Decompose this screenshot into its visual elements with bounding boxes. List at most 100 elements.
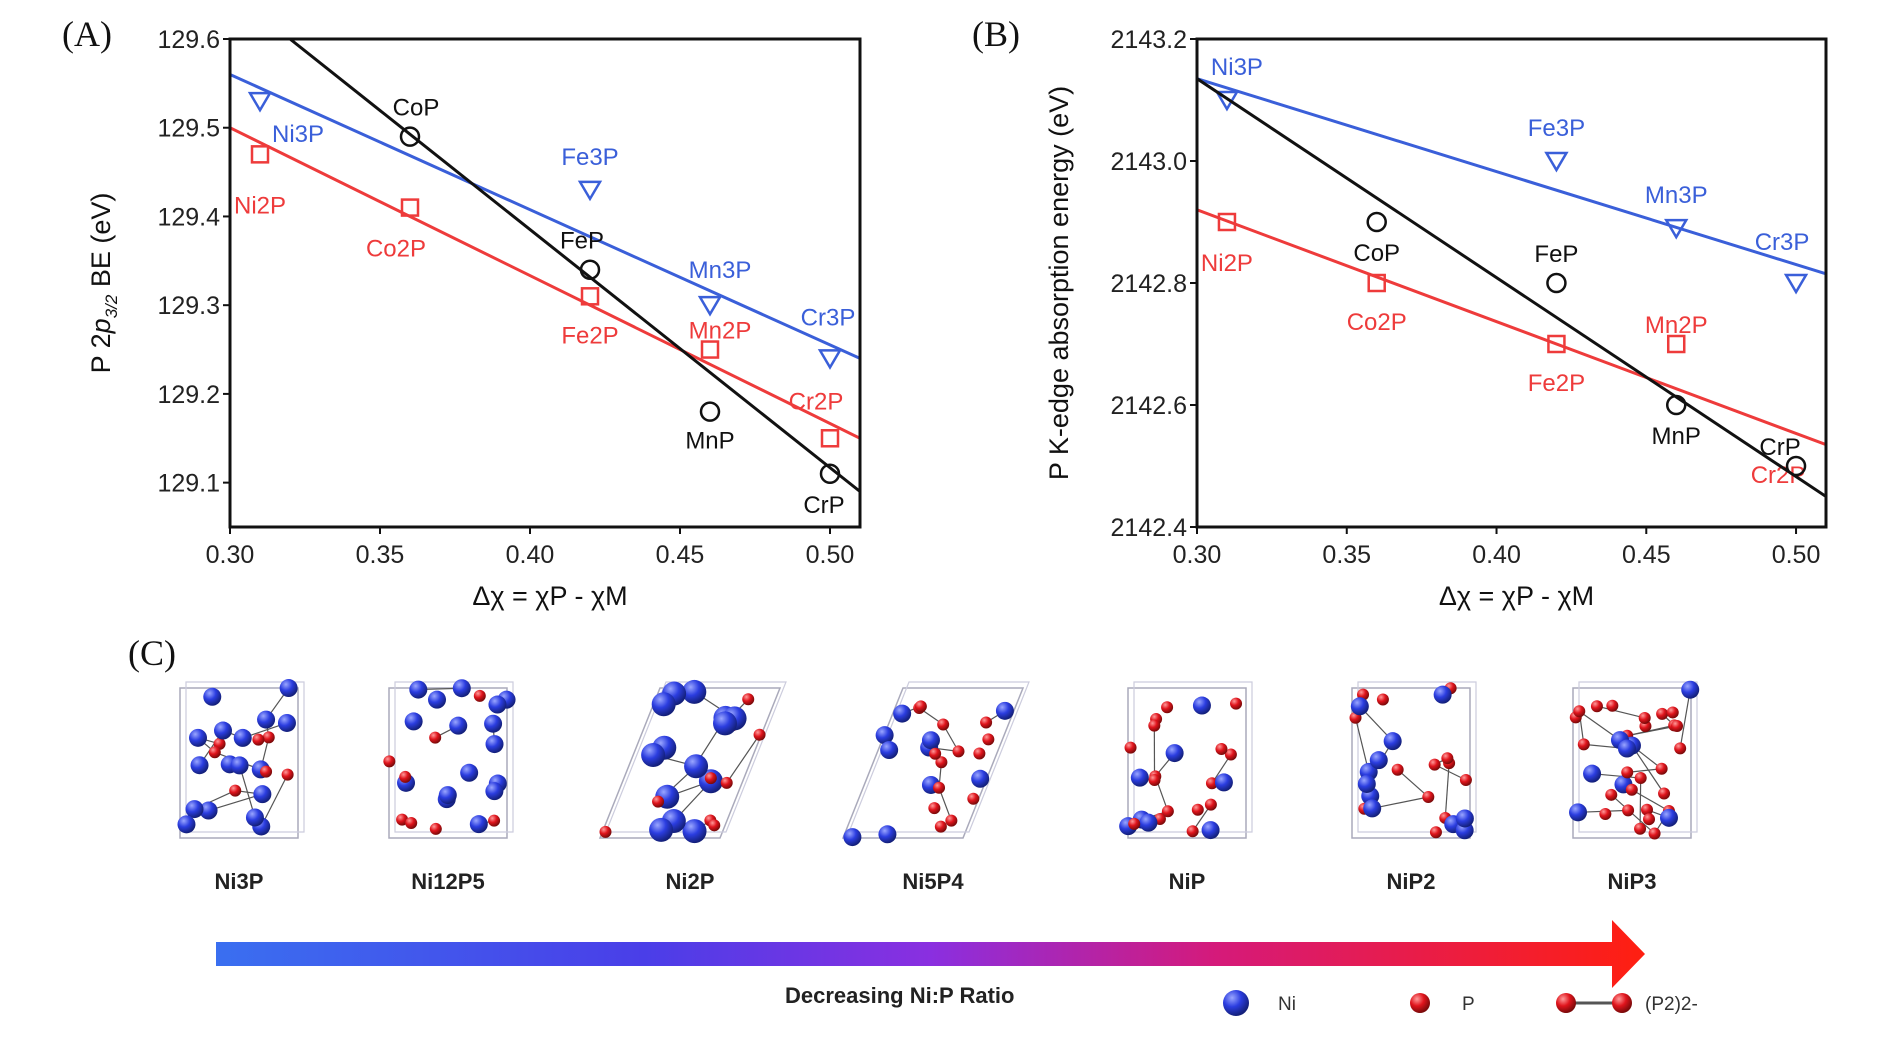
p-atom (1428, 758, 1441, 771)
structure-label-NiP: NiP (1169, 869, 1206, 894)
p-atom (720, 776, 733, 789)
p-atom (405, 817, 418, 830)
p-atom (928, 802, 941, 815)
data-point-Co2P (400, 198, 420, 217)
fit-line-M3P (230, 73, 860, 360)
p-atom (1148, 719, 1161, 732)
p-atom (1422, 790, 1435, 803)
p-atom (1230, 697, 1243, 710)
ratio-arrow (216, 920, 1645, 988)
point-label-Ni3P: Ni3P (272, 121, 324, 148)
x-tick-label: 0.40 (1472, 541, 1521, 569)
p-atom (1671, 719, 1684, 732)
p-atom (1641, 803, 1654, 816)
p-atom (1376, 693, 1389, 706)
point-label-Fe3P: Fe3P (1528, 115, 1585, 142)
p-atom (1204, 798, 1217, 811)
ni-atom (875, 726, 894, 745)
ni-atom (485, 735, 504, 754)
p-atom (1161, 805, 1174, 818)
point-label-Co2P: Co2P (1347, 309, 1407, 336)
y-label-part: P K-edge absorption energy (eV) (1044, 86, 1074, 480)
p-atom (1124, 741, 1137, 754)
crystal-structure-NiP3 (1569, 680, 1700, 840)
ni-atom (449, 716, 468, 735)
legend-p2-dimer-label: (P2)2- (1645, 994, 1698, 1015)
p-atom (1441, 752, 1454, 765)
ni-atom (1681, 680, 1700, 699)
p-atom (1625, 783, 1638, 796)
p-atom (1638, 711, 1651, 724)
ni-atom (484, 714, 503, 733)
ni-atom (428, 690, 447, 709)
ni-atom (1192, 696, 1211, 715)
data-point-Fe3P (577, 180, 603, 202)
p-atom (1656, 707, 1669, 720)
y-label-part: p (86, 318, 116, 334)
ni-atom (190, 756, 209, 775)
fit-line-M2P (230, 126, 860, 440)
legend-p-label: P (1462, 994, 1475, 1015)
ni-atom (921, 731, 940, 750)
chart-b-kedge-vs-electronegativity: (B) 0.30 0.35 0.40 0.45 0.50 2142.4 2142.6 2142.… (972, 14, 1828, 611)
data-point-Co2P (1367, 273, 1386, 293)
fit-line-MP (289, 39, 860, 493)
crystal-structure-Ni12P5 (383, 679, 516, 839)
data-point-MnP (1665, 394, 1687, 416)
ni-atom (409, 680, 428, 699)
point-label-Cr2P: Cr2P (789, 388, 844, 415)
ni-atom (488, 695, 507, 714)
y-label-part: P 2 (86, 333, 116, 373)
p-atom (599, 825, 612, 838)
panel-label: (A) (62, 14, 112, 54)
p-atom (708, 819, 721, 832)
p-atom (1590, 700, 1603, 713)
point-label-FeP: FeP (560, 228, 604, 255)
x-axis-label: Δχ = χP - χM (472, 581, 627, 611)
data-point-Cr3P (817, 349, 843, 370)
y-tick-label: 129.1 (157, 470, 220, 498)
point-label-CrP: CrP (1759, 434, 1800, 461)
fit-line-M2P (1197, 208, 1826, 447)
p-atom (1191, 803, 1204, 816)
ni-atom (971, 769, 990, 788)
point-label-Mn2P: Mn2P (689, 318, 752, 345)
ni-atom (1617, 739, 1636, 758)
p-atom (704, 772, 717, 785)
p-atom (208, 746, 221, 759)
ni-atom (713, 711, 738, 736)
ni-atom (1569, 803, 1588, 822)
p-atom (1622, 804, 1635, 817)
p-atom (967, 792, 980, 805)
p-atom (262, 731, 275, 744)
ni-atom (460, 763, 479, 782)
p-atom (1674, 742, 1687, 755)
crystal-structure-Ni3P (177, 679, 305, 839)
data-point-FeP (1546, 272, 1567, 294)
ni-atom (1383, 732, 1402, 751)
y-tick-label: 2143.0 (1111, 148, 1187, 176)
y-label-part: 3/2 (102, 294, 121, 318)
p-atom (1634, 772, 1647, 785)
ni-atom (404, 712, 423, 731)
y-axis-label: P 2p3/2 BE (eV) (86, 193, 121, 374)
ni-atom (1201, 821, 1220, 840)
p-atom (937, 718, 950, 731)
ni-atom (651, 692, 676, 717)
point-label-MnP: MnP (1652, 423, 1701, 450)
x-tick-label: 0.35 (1322, 541, 1371, 569)
ni-atom (880, 741, 899, 760)
panel-label: (B) (972, 14, 1020, 54)
x-tick-label: 0.35 (356, 541, 405, 569)
x-tick-label: 0.40 (506, 541, 555, 569)
ni-atom (1357, 774, 1376, 793)
p-atom (929, 747, 942, 760)
p-atom (1148, 773, 1161, 786)
p-atom (1605, 788, 1618, 801)
p-atom-legend-icon (1410, 993, 1430, 1013)
ni-atom (1130, 768, 1149, 787)
data-point-FeP (579, 259, 601, 280)
ni-atom (1350, 697, 1369, 716)
p-atom (1621, 766, 1634, 779)
point-label-Mn3P: Mn3P (689, 257, 752, 284)
